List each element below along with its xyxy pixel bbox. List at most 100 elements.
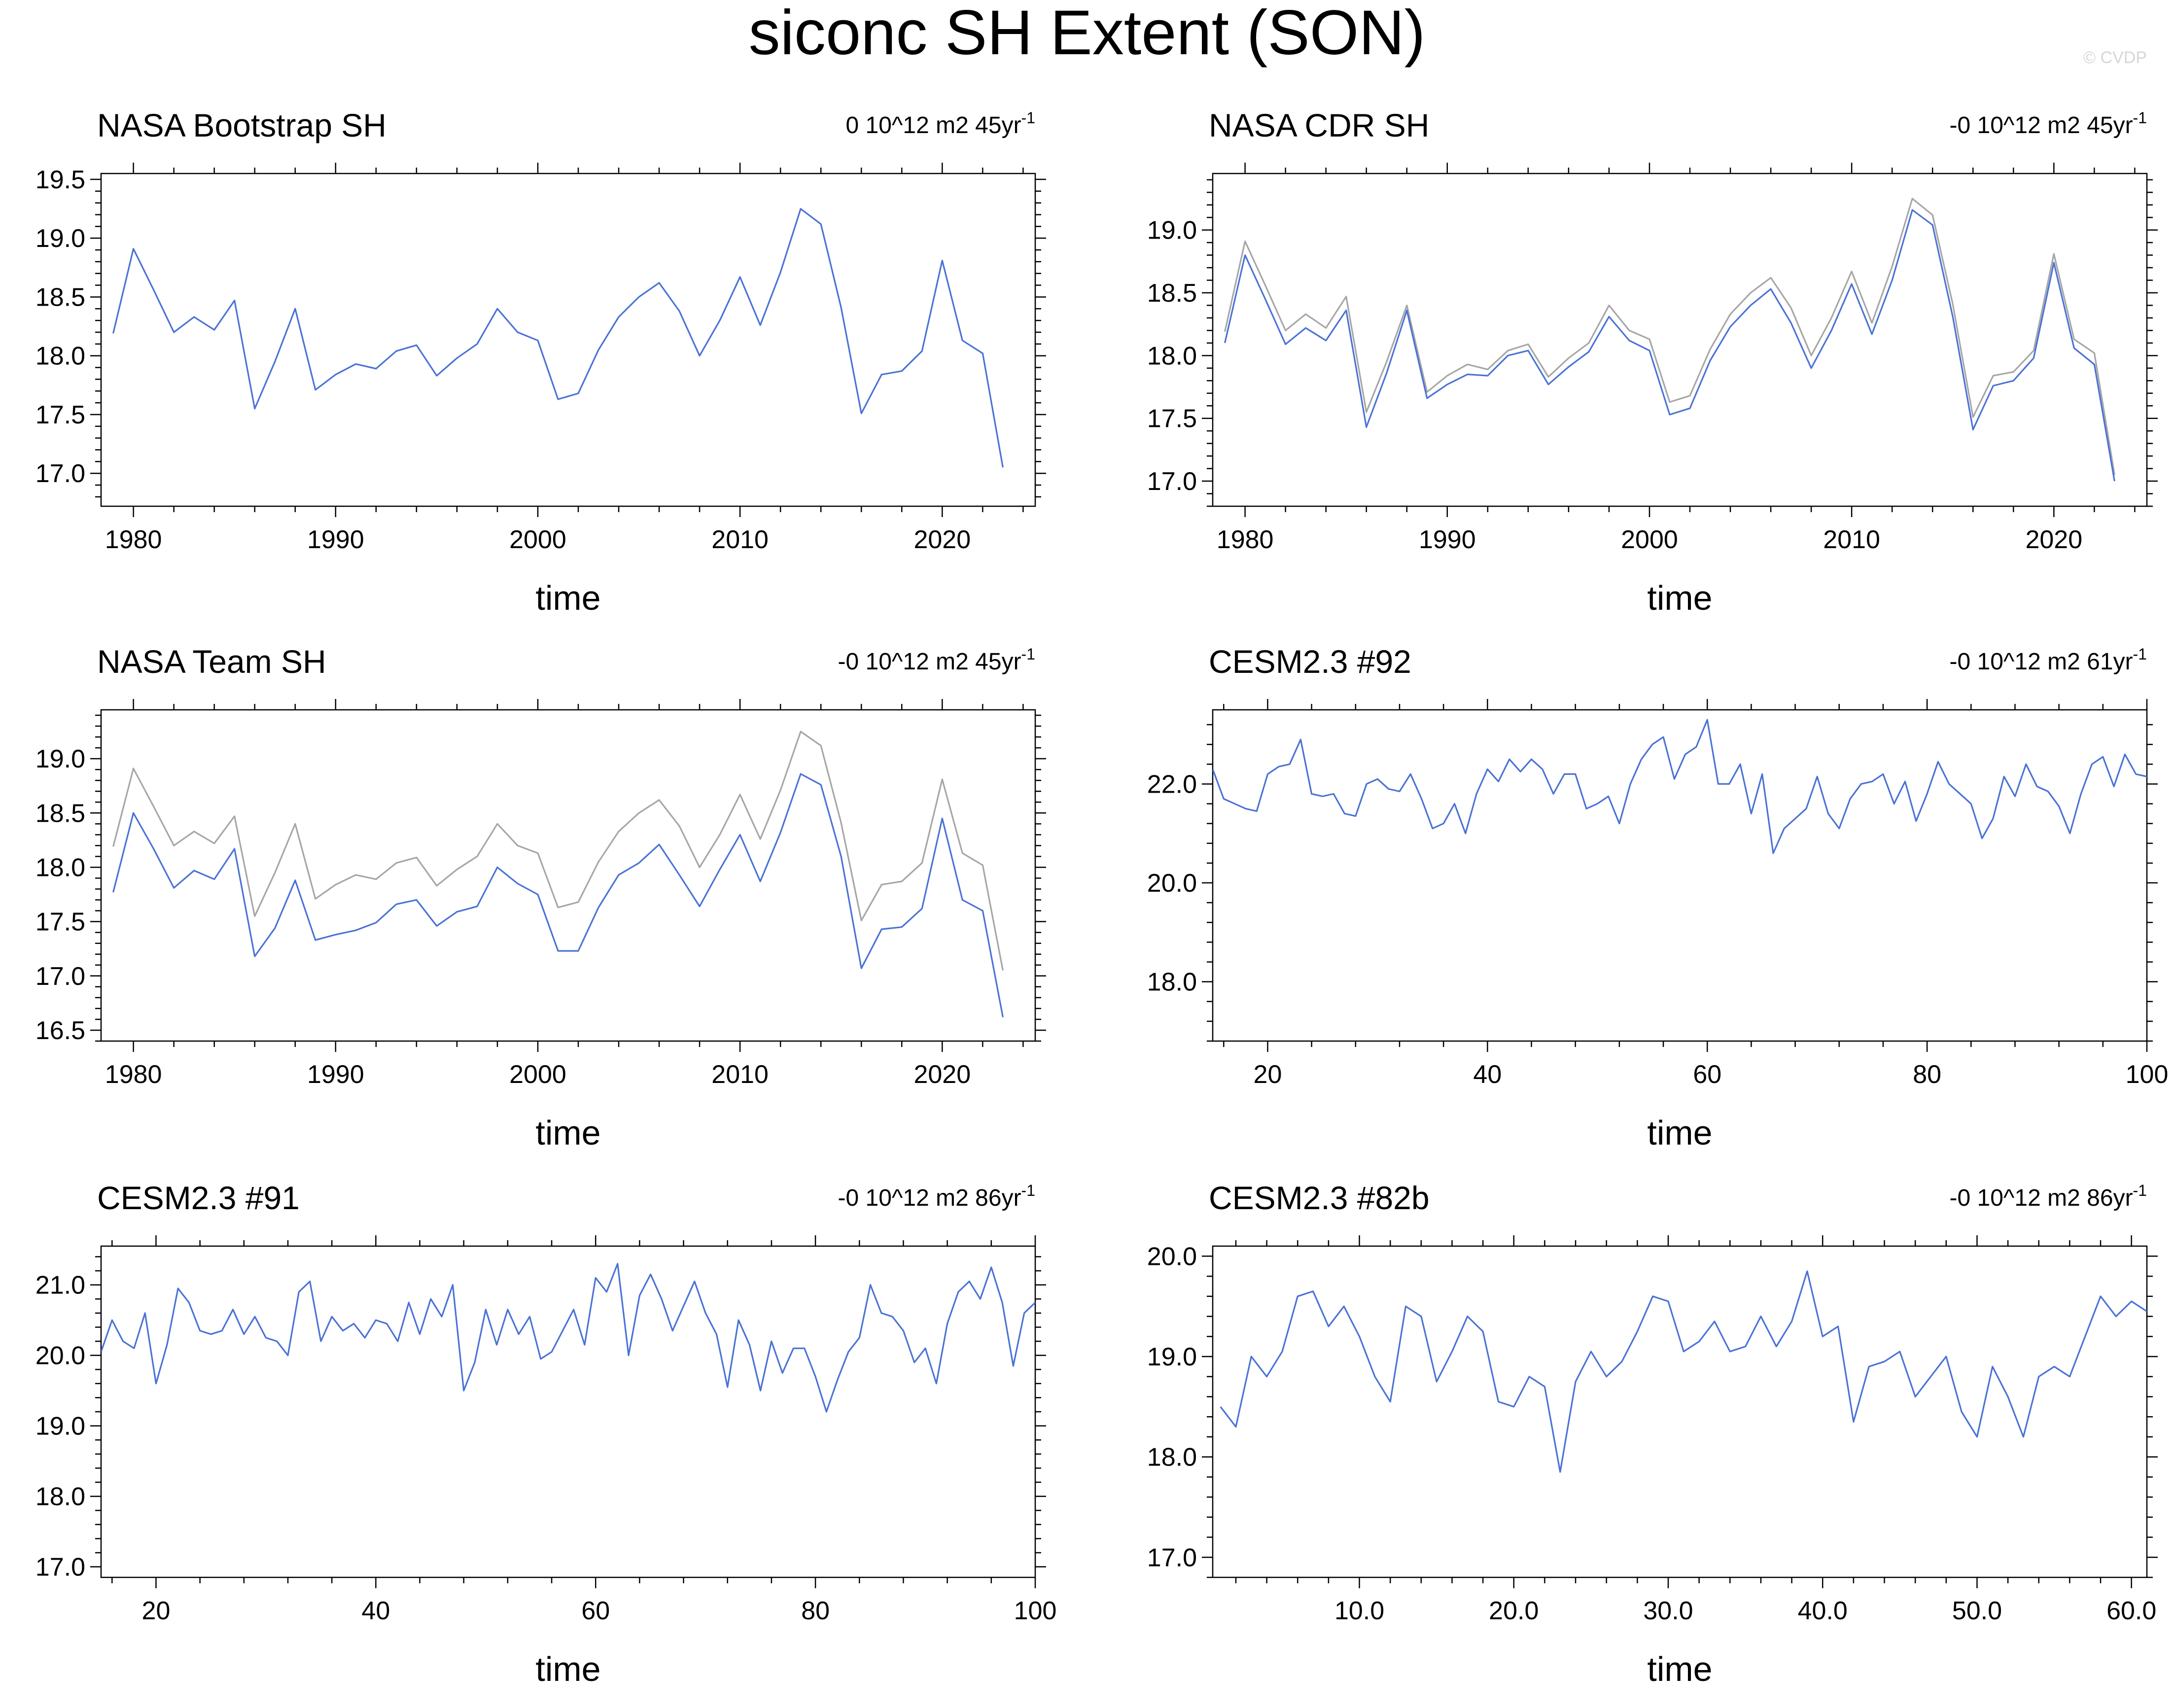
series-line-model [1220,1270,2147,1473]
y-tick-label: 22.0 [1147,770,1197,799]
x-axis-label: time [1647,579,1712,617]
panel-title: NASA CDR SH [1209,107,1429,143]
y-tick-label: 20.0 [35,1342,85,1370]
series-line-obs [1224,198,2115,475]
x-tick-label: 60 [1693,1060,1721,1089]
y-tick-label: 18.0 [1147,342,1197,370]
chart-panel-2: 17.0 17.5 18.0 18.5 19.0 1980 1990 2000 2010 2020… [1147,107,2158,617]
y-tick-label: 19.0 [35,1412,85,1441]
y-tick-label: 17.5 [1147,405,1197,433]
y-tick-label: 18.5 [35,283,85,312]
x-tick-label: 1990 [307,525,364,554]
x-tick-label: 2000 [509,1060,566,1089]
plot-frame [1212,709,2148,1042]
trend-label-exponent: -1 [2133,109,2147,127]
x-tick-label: 80 [801,1597,830,1625]
series-line-model [112,208,1004,468]
y-tick-label: 20.0 [1147,869,1197,898]
series-line-model [112,773,1004,1017]
series-line-model [1224,209,2115,482]
panel-title: CESM2.3 #91 [97,1180,300,1216]
trend-label: -0 10^12 m2 61yr-1 [1950,645,2147,675]
x-tick-label: 10.0 [1334,1597,1384,1625]
trend-label-exponent: -1 [2133,1182,2147,1199]
y-tick-label: 18.5 [1147,279,1197,308]
y-tick-label: 17.5 [35,908,85,937]
y-tick-label: 19.5 [35,166,85,194]
y-tick-label: 19.0 [35,224,85,253]
trend-label-text: -0 10^12 m2 86yr [838,1185,1021,1211]
y-tick-label: 17.0 [35,962,85,991]
main-title: siconc SH Extent (SON) [749,0,1426,68]
x-tick-label: 2010 [1823,525,1880,554]
y-tick-label: 18.0 [35,853,85,882]
x-tick-label: 2020 [2025,525,2082,554]
x-tick-label: 50.0 [1952,1597,2002,1625]
x-axis-label: time [535,1650,600,1688]
watermark: © CVDP [2083,48,2147,67]
x-tick-label: 40 [361,1597,390,1625]
x-tick-label: 100 [1014,1597,1057,1625]
y-tick-label: 18.0 [35,1483,85,1511]
plot-frame [100,709,1036,1042]
y-tick-label: 18.5 [35,799,85,828]
trend-label-text: 0 10^12 m2 45yr [845,112,1021,139]
y-tick-label: 19.0 [1147,1343,1197,1371]
x-tick-label: 2020 [913,1060,971,1089]
x-tick-label: 80 [1913,1060,1941,1089]
x-tick-label: 60.0 [2106,1597,2156,1625]
chart-panel-5: 17.0 18.0 19.0 20.0 21.0 20 40 60 80 100 time CESM2… [35,1180,1057,1688]
chart-panel-6: 17.0 18.0 19.0 20.0 10.0 20.0 30.0 40.0 50.0 60.0… [1147,1180,2158,1688]
x-tick-label: 60 [581,1597,610,1625]
x-tick-label: 40 [1473,1060,1502,1089]
y-tick-label: 21.0 [35,1271,85,1300]
panel-title: CESM2.3 #82b [1209,1180,1430,1216]
x-tick-label: 20 [142,1597,171,1625]
trend-label: -0 10^12 m2 45yr-1 [838,645,1036,675]
x-tick-label: 2010 [711,1060,769,1089]
x-tick-label: 2020 [913,525,971,554]
x-axis-label: time [535,579,600,617]
trend-label-text: -0 10^12 m2 45yr [838,649,1021,675]
x-tick-label: 2000 [1621,525,1678,554]
x-tick-label: 100 [2126,1060,2169,1089]
trend-label: 0 10^12 m2 45yr-1 [845,109,1035,139]
trend-label-exponent: -1 [1021,1182,1035,1199]
x-tick-label: 1980 [105,525,162,554]
panel-title: NASA Team SH [97,643,326,680]
x-tick-label: 1990 [307,1060,364,1089]
chart-panel-4: 18.0 20.0 22.0 20 40 60 80 100 time CESM2.3 #92 -0… [1147,643,2169,1152]
y-tick-label: 17.5 [35,401,85,429]
x-tick-label: 20.0 [1489,1597,1539,1625]
chart-panel-3: 16.5 17.0 17.5 18.0 18.5 19.0 1980 1990 2000 2010… [35,643,1046,1152]
x-axis-label: time [1647,1114,1712,1152]
y-tick-label: 17.0 [1147,467,1197,496]
y-tick-label: 20.0 [1147,1242,1197,1271]
x-tick-label: 2000 [509,525,566,554]
trend-label-exponent: -1 [1021,109,1035,127]
y-tick-label: 16.5 [35,1016,85,1045]
trend-label-text: -0 10^12 m2 61yr [1950,649,2133,675]
y-tick-label: 18.0 [1147,968,1197,997]
x-tick-label: 1980 [105,1060,162,1089]
y-tick-label: 19.0 [1147,216,1197,245]
series-line-model [1213,719,2147,854]
x-tick-label: 2010 [711,525,769,554]
plot-frame [100,1245,1036,1578]
chart-panel-1: 17.0 17.5 18.0 18.5 19.0 19.5 1980 1990 2000 2010… [35,107,1046,617]
trend-label: -0 10^12 m2 86yr-1 [1950,1182,2147,1211]
y-tick-label: 17.0 [35,459,85,488]
x-axis-label: time [1647,1650,1712,1688]
trend-label-exponent: -1 [1021,645,1035,663]
y-tick-label: 18.0 [1147,1443,1197,1472]
trend-label: -0 10^12 m2 45yr-1 [1950,109,2147,139]
x-tick-label: 20 [1254,1060,1282,1089]
trend-label: -0 10^12 m2 86yr-1 [838,1182,1036,1211]
x-tick-label: 1990 [1419,525,1476,554]
plot-frame [1212,173,2148,507]
x-tick-label: 40.0 [1798,1597,1848,1625]
plot-frame [1212,1245,2148,1578]
x-tick-label: 30.0 [1643,1597,1693,1625]
panel-title: CESM2.3 #92 [1209,643,1411,680]
